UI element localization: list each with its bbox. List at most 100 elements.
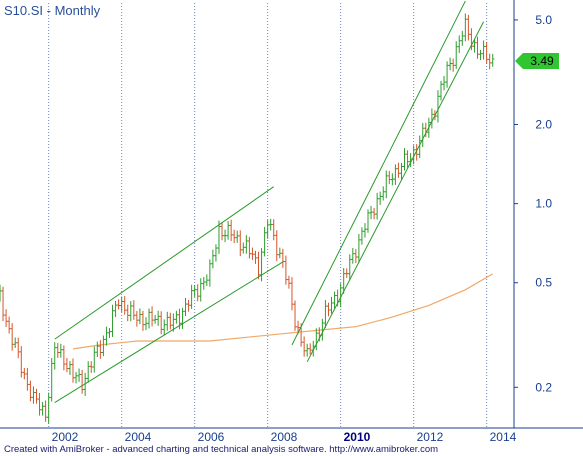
price-bar bbox=[369, 206, 373, 220]
x-tick-label: 2002 bbox=[52, 430, 79, 444]
price-bar bbox=[156, 310, 160, 326]
price-bar bbox=[4, 309, 8, 327]
price-bar bbox=[110, 304, 115, 338]
y-tick-label: 2.0 bbox=[535, 118, 552, 132]
price-bar bbox=[74, 371, 78, 384]
price-bar bbox=[220, 222, 224, 241]
x-tick-label: 2004 bbox=[125, 430, 152, 444]
price-bar bbox=[372, 207, 376, 220]
price-bar bbox=[436, 90, 440, 123]
price-bar bbox=[366, 209, 370, 233]
x-tick-label: 2008 bbox=[271, 430, 298, 444]
footer-credit: Created with AmiBroker - advanced charti… bbox=[4, 444, 438, 455]
price-bar bbox=[95, 341, 99, 358]
price-bar bbox=[120, 296, 124, 312]
price-bar bbox=[132, 300, 136, 320]
price-bar bbox=[305, 343, 309, 357]
price-bar bbox=[226, 220, 230, 240]
price-bar bbox=[16, 337, 20, 359]
price-bar bbox=[384, 170, 388, 199]
price-bar bbox=[378, 191, 382, 205]
price-bar bbox=[469, 28, 474, 51]
price-bar bbox=[302, 336, 306, 357]
price-bar bbox=[28, 380, 33, 402]
trend-channel-line bbox=[306, 21, 485, 363]
moving-average-line bbox=[72, 273, 494, 350]
price-bar bbox=[275, 230, 279, 262]
price-bar bbox=[475, 36, 480, 59]
price-bar bbox=[269, 218, 273, 231]
price-bar bbox=[290, 277, 294, 311]
price-bar bbox=[488, 53, 492, 70]
price-bar bbox=[326, 302, 331, 317]
price-bar bbox=[135, 310, 139, 327]
price-bar bbox=[351, 248, 355, 264]
last-price-badge bbox=[515, 52, 559, 69]
price-bar bbox=[174, 310, 179, 324]
price-bar bbox=[332, 291, 337, 310]
price-bar bbox=[144, 317, 148, 331]
price-bar bbox=[460, 30, 464, 46]
price-bar bbox=[323, 300, 328, 329]
price-bar bbox=[381, 186, 385, 201]
price-bar bbox=[472, 38, 477, 53]
price-bar bbox=[439, 80, 443, 101]
price-bar bbox=[19, 346, 23, 378]
price-bar bbox=[387, 170, 391, 185]
price-bar bbox=[141, 310, 145, 331]
price-bar bbox=[241, 242, 245, 254]
price-bar bbox=[10, 323, 14, 351]
price-bar bbox=[457, 35, 461, 54]
price-bar bbox=[415, 144, 419, 161]
price-bar bbox=[86, 361, 90, 383]
price-bar bbox=[293, 300, 297, 331]
x-tick-label: 2012 bbox=[417, 430, 444, 444]
price-bar bbox=[165, 311, 169, 331]
price-bar bbox=[418, 135, 422, 158]
price-bar bbox=[147, 308, 151, 329]
price-bar bbox=[278, 247, 282, 259]
price-bar bbox=[308, 343, 312, 355]
price-bar bbox=[59, 343, 63, 358]
price-bar bbox=[83, 372, 87, 396]
price-bar bbox=[92, 346, 96, 373]
price-bar bbox=[171, 313, 175, 332]
x-tick-label: 2014 bbox=[490, 430, 517, 444]
price-bar bbox=[354, 249, 358, 264]
price-bar bbox=[71, 358, 75, 383]
trend-channel-line bbox=[54, 186, 275, 340]
price-bar bbox=[481, 40, 486, 60]
y-tick-label: 0.2 bbox=[535, 380, 552, 394]
price-bar bbox=[37, 392, 42, 416]
price-bar bbox=[250, 247, 255, 260]
price-bar bbox=[180, 307, 185, 329]
price-bar bbox=[153, 314, 157, 324]
price-bar bbox=[217, 220, 221, 254]
price-bar bbox=[208, 259, 212, 287]
price-bar bbox=[193, 284, 197, 297]
price-bar bbox=[463, 13, 467, 42]
price-bar bbox=[405, 150, 410, 168]
price-bar bbox=[448, 57, 452, 71]
price-bar bbox=[80, 369, 84, 394]
price-bar bbox=[53, 342, 57, 370]
price-bar bbox=[22, 367, 26, 380]
x-tick-label: 2010 bbox=[344, 430, 371, 444]
price-bar bbox=[451, 58, 455, 72]
price-bar bbox=[186, 299, 191, 312]
price-bar bbox=[238, 230, 242, 257]
price-bar bbox=[150, 306, 154, 327]
price-bar bbox=[223, 229, 227, 243]
price-bar bbox=[229, 219, 233, 242]
price-bar bbox=[0, 284, 2, 302]
price-bar bbox=[287, 275, 291, 289]
price-bar bbox=[13, 337, 17, 348]
price-bar bbox=[329, 296, 334, 314]
price-bar bbox=[113, 300, 118, 317]
price-bar bbox=[168, 312, 172, 330]
price-bar bbox=[129, 301, 133, 322]
price-bar bbox=[445, 61, 449, 88]
price-bar bbox=[402, 148, 407, 171]
price-bar bbox=[205, 274, 209, 286]
price-bar bbox=[284, 255, 288, 285]
